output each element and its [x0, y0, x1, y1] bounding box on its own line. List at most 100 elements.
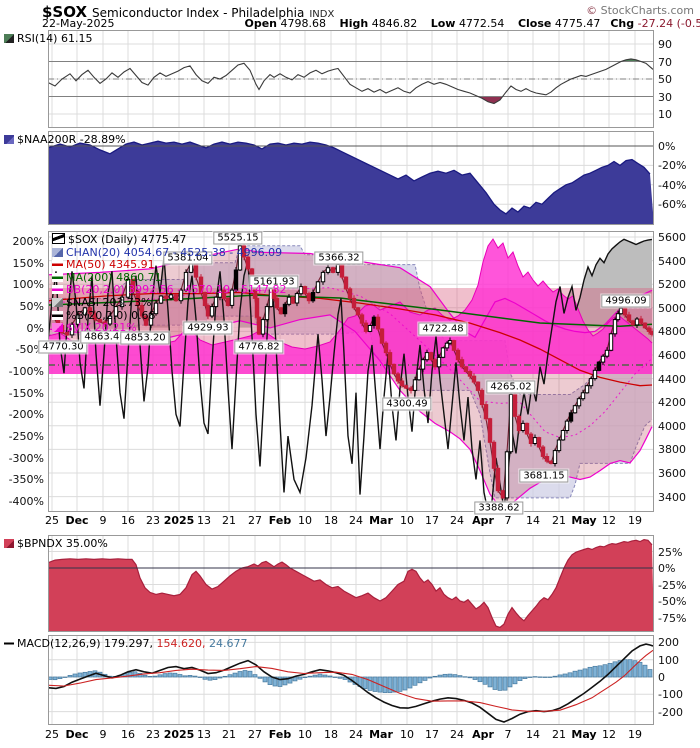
ohlc-values: Open 4798.68 High 4846.82 Low 4772.54 Cl… [234, 17, 600, 30]
date-tick: May [571, 514, 597, 527]
price-annotation: 4929.93 [183, 321, 233, 335]
main-price-panel [48, 231, 654, 512]
date-tick: 25 [45, 728, 59, 741]
date-tick: Apr [472, 514, 494, 527]
axis-label: 5400 [658, 254, 686, 268]
price-annotation: 5525.15 [213, 231, 263, 245]
date-tick: 24 [450, 514, 464, 527]
price-annotation: 3388.62 [474, 501, 524, 515]
date-tick: 27 [248, 728, 262, 741]
date-tick: Mar [369, 514, 393, 527]
axis-label: 10 [658, 108, 672, 121]
quote-value: 4798.68 [280, 17, 327, 30]
rsi-legend: RSI(14) 61.15 [4, 32, 92, 45]
legend-row: $VIX 20.21% [52, 321, 287, 335]
axis-label: -100% [8, 365, 44, 379]
date-tick: 16 [121, 728, 135, 741]
axis-label: 0% [658, 140, 676, 153]
date-axis-middle: 25 Dec 9 16 23 2025 13 21 27 Feb 10 18 24 Mar 10 17 24 Ap… [45, 513, 654, 529]
symbol-ticker: $SOX [42, 3, 88, 21]
price-annotation: 4770.30 [38, 340, 88, 354]
axis-label: -300% [8, 451, 44, 465]
legend-row: CHAN(20) 4054.67 - 4525.38 - 4996.09 [52, 246, 287, 260]
axis-label: -200% [8, 408, 44, 422]
axis-label: -350% [8, 473, 44, 487]
macd-line-icon [4, 639, 14, 648]
date-tick: 10 [298, 514, 312, 527]
axis-label: 50% [19, 300, 44, 314]
symbol-name: Semiconductor Index - Philadelphia [92, 6, 305, 20]
quote-value: 4846.82 [371, 17, 418, 30]
symbol-exchange: INDX [309, 9, 335, 20]
date-axis-bottom: 25 Dec 9 16 23 2025 13 21 27 Feb 10 18 24 Mar 10 17 24 Ap… [45, 727, 654, 743]
chg-value: -27.24 (-0.57%) [637, 17, 700, 30]
axis-label: -250% [8, 430, 44, 444]
date-tick: Dec [65, 728, 89, 741]
date-tick: 23 [146, 514, 160, 527]
price-annotation: 5161.93 [249, 275, 299, 289]
quote-date: 22-May-2025 [42, 17, 115, 30]
date-tick: 2025 [163, 728, 195, 741]
axis-label: 30 [658, 90, 672, 104]
axis-label: 5200 [658, 278, 686, 292]
axis-label: 150% [12, 256, 44, 270]
axis-label: -20% [658, 159, 687, 173]
date-tick: Apr [472, 728, 494, 741]
legend-row: MA(200) 4860.71 [52, 271, 287, 285]
chg-label: Chg [610, 17, 635, 30]
axis-label: -50% [15, 343, 44, 357]
quote-row: 22-May-2025 Open 4798.68 High 4846.82 Low… [42, 17, 700, 30]
chart-header: $SOX Semiconductor Index - Philadelphia IN… [42, 2, 335, 21]
price-annotation: 4853.20 [120, 331, 170, 345]
stockcharts-logo[interactable]: © StockCharts.com [586, 4, 694, 17]
copyright-icon: © [586, 4, 598, 17]
naa200r-panel [48, 131, 654, 225]
date-tick: 19 [628, 728, 642, 741]
bpndx-legend: $BPNDX 35.00% [4, 537, 108, 550]
naa200r-legend: $NAA200R -28.89% [4, 133, 126, 146]
price-annotation: 4300.49 [382, 397, 432, 411]
date-tick: 9 [99, 514, 107, 527]
axis-label: 4200 [658, 396, 686, 410]
axis-label: 200% [12, 235, 44, 248]
date-tick: 21 [222, 728, 236, 741]
date-tick: 27 [248, 514, 262, 527]
axis-label: 70 [658, 55, 672, 69]
date-tick: Dec [65, 514, 89, 527]
date-tick: 24 [349, 728, 363, 741]
axis-label: 3400 [658, 490, 686, 504]
axis-label: -75% [658, 611, 687, 625]
plot-svg [49, 636, 653, 724]
dash-green-icon [52, 272, 63, 282]
axis-label: 4400 [658, 372, 686, 386]
axis-label: -25% [658, 578, 687, 592]
date-tick: 19 [628, 514, 642, 527]
axis-label: -60% [658, 198, 687, 212]
date-tick: 9 [99, 728, 107, 741]
date-tick: 7 [504, 514, 512, 527]
price-annotation: 4265.02 [486, 380, 536, 394]
rsi-panel [48, 30, 654, 128]
date-tick: 13 [197, 728, 211, 741]
dash-black-icon [52, 310, 63, 320]
date-tick: 13 [197, 514, 211, 527]
date-tick: Feb [268, 514, 292, 527]
legend-row: %B(20,2.0) 0.68 [52, 309, 287, 323]
axis-label: 4800 [658, 325, 686, 339]
dash-magenta-icon [52, 285, 63, 295]
date-tick: 12 [602, 728, 616, 741]
axis-label: 100 [658, 653, 679, 667]
date-tick: 24 [450, 728, 464, 741]
axis-label: -200 [658, 705, 683, 719]
date-tick: Feb [268, 728, 292, 741]
price-annotation: 4996.09 [601, 294, 651, 308]
date-tick: 12 [602, 514, 616, 527]
date-tick: 21 [552, 728, 566, 741]
date-tick: 18 [324, 728, 338, 741]
bpndx-area-icon [4, 539, 14, 548]
axis-label: 4600 [658, 349, 686, 362]
price-annotation: 5366.32 [314, 251, 364, 265]
axis-label: 100% [12, 278, 44, 292]
axis-label: -50% [658, 595, 687, 608]
date-tick: 25 [45, 514, 59, 527]
